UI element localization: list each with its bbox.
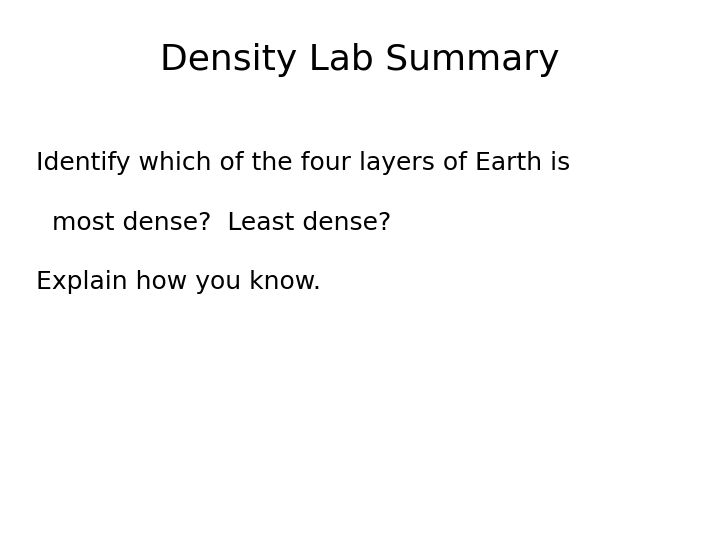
Text: Explain how you know.: Explain how you know. bbox=[36, 270, 321, 294]
Text: Identify which of the four layers of Earth is: Identify which of the four layers of Ear… bbox=[36, 151, 570, 175]
Text: Density Lab Summary: Density Lab Summary bbox=[161, 43, 559, 77]
Text: most dense?  Least dense?: most dense? Least dense? bbox=[36, 211, 391, 234]
